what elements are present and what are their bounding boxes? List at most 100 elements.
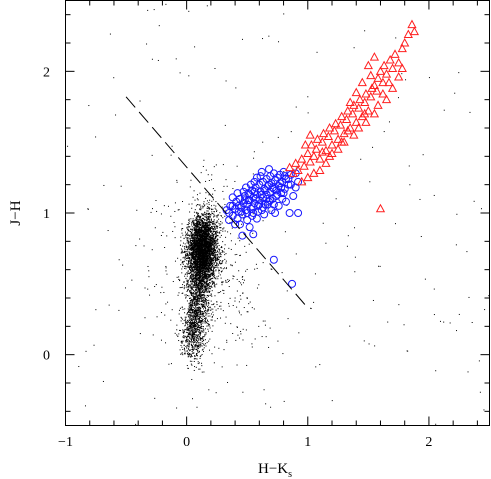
data-point: [200, 226, 202, 228]
data-point: [210, 222, 212, 224]
data-point: [214, 257, 216, 259]
data-point: [177, 257, 179, 259]
data-point: [372, 299, 374, 301]
data-point: [151, 249, 153, 251]
data-point: [191, 294, 193, 296]
data-point: [200, 241, 202, 243]
data-point: [197, 291, 199, 293]
data-point: [189, 312, 191, 314]
data-point: [201, 318, 203, 320]
data-point: [182, 348, 184, 350]
data-point: [206, 270, 208, 272]
data-point: [205, 316, 207, 318]
data-point: [196, 242, 198, 244]
data-point: [200, 172, 202, 174]
data-point: [190, 308, 192, 310]
data-point: [197, 288, 199, 290]
data-point: [191, 262, 193, 264]
data-point: [186, 341, 188, 343]
data-point: [197, 310, 199, 312]
data-point: [190, 267, 192, 269]
data-point: [265, 336, 267, 338]
data-point: [201, 277, 203, 279]
data-point: [196, 274, 198, 276]
data-point: [182, 228, 184, 230]
data-point: [203, 159, 205, 161]
data-point: [211, 259, 213, 261]
data-point: [211, 264, 213, 266]
data-point: [198, 319, 200, 321]
data-point: [195, 339, 197, 341]
data-point: [236, 290, 238, 292]
data-point: [238, 312, 240, 314]
data-point: [211, 239, 213, 241]
data-point: [188, 257, 190, 259]
data-point: [193, 242, 195, 244]
data-point: [201, 294, 203, 296]
data-point: [189, 297, 191, 299]
data-point: [135, 423, 137, 425]
data-point: [208, 291, 210, 293]
data-point: [196, 218, 198, 220]
data-point: [254, 338, 256, 340]
data-point: [209, 306, 211, 308]
data-point: [191, 224, 193, 226]
data-point: [230, 214, 232, 216]
data-point: [189, 292, 191, 294]
data-point: [214, 224, 216, 226]
data-point: [198, 260, 200, 262]
data-point: [194, 290, 196, 292]
data-point: [195, 366, 197, 368]
data-point: [262, 220, 264, 222]
data-point: [198, 342, 200, 344]
data-point: [193, 292, 195, 294]
data-point: [218, 250, 220, 252]
data-point: [206, 225, 208, 227]
data-point: [162, 231, 164, 233]
data-point: [205, 216, 207, 218]
data-point: [178, 309, 180, 311]
data-point: [191, 356, 193, 358]
data-point: [182, 354, 184, 356]
data-point: [182, 308, 184, 310]
data-point: [230, 264, 232, 266]
data-point: [214, 274, 216, 276]
data-point: [200, 245, 202, 247]
data-point: [217, 275, 219, 277]
data-point: [171, 309, 173, 311]
data-point: [188, 260, 190, 262]
data-point: [191, 243, 193, 245]
data-point: [205, 285, 207, 287]
data-point: [225, 279, 227, 281]
data-point: [200, 271, 202, 273]
data-point: [198, 309, 200, 311]
data-point: [185, 266, 187, 268]
data-point: [222, 310, 224, 312]
series-0: [67, 3, 490, 425]
data-point: [194, 243, 196, 245]
data-point: [198, 263, 200, 265]
data-point: [192, 265, 194, 267]
data-point: [188, 265, 190, 267]
data-point: [192, 325, 194, 327]
data-point: [203, 223, 205, 225]
data-point: [207, 246, 209, 248]
data-point: [199, 294, 201, 296]
data-point: [180, 248, 182, 250]
data-point: [202, 270, 204, 272]
data-point: [219, 267, 221, 269]
data-point: [193, 244, 195, 246]
data-point: [200, 321, 202, 323]
data-point: [219, 274, 221, 276]
data-point: [192, 269, 194, 271]
data-point: [187, 256, 189, 258]
data-point: [315, 366, 317, 368]
data-point: [195, 283, 197, 285]
data-point: [190, 309, 192, 311]
data-point: [150, 211, 152, 213]
data-point: [212, 188, 214, 190]
data-point: [232, 332, 234, 334]
data-point: [290, 131, 292, 133]
data-point: [182, 329, 184, 331]
data-point: [202, 278, 204, 280]
